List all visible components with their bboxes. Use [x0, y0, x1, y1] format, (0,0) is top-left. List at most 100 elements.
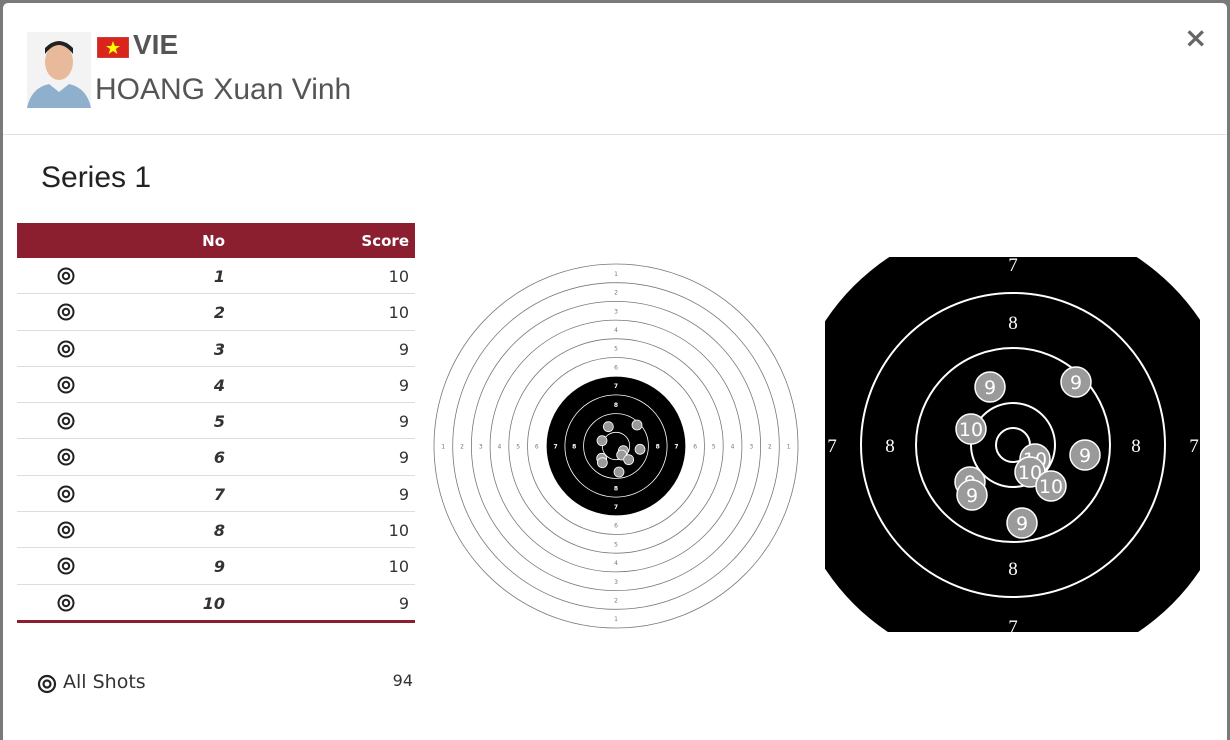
- ring-label: 7: [674, 444, 678, 451]
- target-icon: [37, 674, 57, 694]
- target-icon: [57, 412, 75, 430]
- table-row: 8 10: [17, 512, 415, 549]
- full-target: 1 1 1 1 2 2 2 2 3 3 3 3 4 4 4 4 5 5 5 5 6 6 6 6 7 7 7 7 8 8 8 8: [433, 263, 799, 629]
- icon-ring: [61, 453, 71, 462]
- ring-label: 1: [614, 616, 618, 623]
- shot: [631, 419, 643, 431]
- shot-label: 10: [1018, 462, 1042, 484]
- ring-label: 4: [614, 560, 618, 567]
- icon-ring: [57, 448, 75, 466]
- shot-number: 5: [213, 412, 225, 432]
- shot-score: 9: [398, 339, 409, 359]
- total-value: 94: [392, 671, 413, 690]
- shot-score: 10: [388, 557, 409, 577]
- target-icon: [57, 376, 75, 394]
- ring-label: 8: [572, 444, 576, 451]
- ring: [915, 347, 1111, 543]
- icon-ring: [57, 340, 75, 358]
- column-header: Score: [361, 232, 409, 250]
- ring-label: 3: [479, 444, 483, 451]
- shot-number: 1: [213, 267, 225, 286]
- ring: [583, 413, 649, 479]
- ring-label: 1: [787, 444, 791, 451]
- icon-ring: [57, 303, 75, 321]
- icon-ring: [61, 271, 71, 281]
- shot: [974, 371, 1006, 403]
- ring-label: 7: [614, 504, 618, 511]
- icon-ring: [57, 521, 75, 539]
- icon-ring: [61, 489, 71, 498]
- icon-ring: [57, 594, 75, 612]
- shot-score: 9: [398, 412, 409, 432]
- zoomed-target: 7777888810109999910109: [825, 257, 1200, 632]
- close-button[interactable]: ×: [1184, 21, 1208, 54]
- athlete-name: HOANG Xuan Vinh: [95, 73, 352, 106]
- ring-label: 7: [614, 383, 618, 390]
- shot: [596, 457, 608, 469]
- shot-number: 3: [213, 339, 225, 359]
- ring-label: 7: [553, 444, 557, 451]
- shot-number: 2: [213, 303, 225, 323]
- icon-ring: [61, 525, 71, 535]
- flag: [97, 37, 129, 58]
- ring-label: 5: [614, 541, 618, 548]
- total-label: All Shots: [63, 671, 146, 693]
- ring-label: 5: [516, 444, 520, 451]
- ring-label: 4: [614, 327, 618, 334]
- shot: [613, 466, 625, 478]
- shot: [602, 421, 614, 433]
- target-icon: [57, 521, 75, 539]
- icon-ring: [61, 308, 71, 317]
- ring-label: 3: [749, 444, 753, 451]
- icon-ring: [61, 380, 71, 390]
- shot-label: 9: [1016, 513, 1028, 535]
- column-header: No: [202, 232, 225, 250]
- country-code: VIE: [133, 29, 179, 60]
- target-icon: [57, 267, 75, 285]
- ring-label: 8: [885, 436, 895, 457]
- shot-number: 6: [213, 448, 225, 468]
- shot: [1069, 439, 1101, 471]
- shot-number: 8: [213, 521, 225, 541]
- ring-label: 6: [535, 444, 539, 451]
- ring-label: 2: [614, 597, 618, 604]
- shot-label: 9: [966, 485, 978, 507]
- shot-label: 9: [984, 377, 996, 399]
- ring-label: 2: [614, 290, 618, 297]
- shots-table: No Score 1 10 2 10 3 9 4 9 5 9 6 9 7 9 8 10 9 10 10 9: [17, 223, 415, 623]
- shot-score: 9: [398, 593, 409, 613]
- athlete-photo: [27, 32, 91, 108]
- shot-score: 9: [398, 448, 409, 468]
- ring-label: 8: [614, 402, 618, 409]
- shot: [1035, 470, 1067, 502]
- ring-label: 7: [827, 436, 837, 457]
- ring-label: 8: [1008, 559, 1018, 580]
- shot: [1006, 507, 1038, 539]
- shot: [596, 435, 608, 447]
- ring: [860, 292, 1166, 598]
- ring: [825, 257, 1200, 632]
- series-title: Series 1: [41, 161, 152, 194]
- ring-label: 2: [460, 444, 464, 451]
- shot-label: 9: [1070, 372, 1082, 394]
- table-row: 2 10: [17, 294, 415, 331]
- target-icon: [57, 448, 75, 466]
- ring-label: 5: [614, 346, 618, 353]
- shot-score: 10: [388, 267, 409, 286]
- ring-label: 7: [1008, 257, 1018, 276]
- shot: [634, 443, 646, 455]
- ring: [564, 394, 668, 498]
- ring-label: 5: [712, 444, 716, 451]
- table-row: 10 9: [17, 585, 415, 623]
- shot: [1060, 366, 1092, 398]
- icon-ring: [61, 562, 71, 571]
- header: VIE HOANG Xuan Vinh ×: [3, 3, 1227, 135]
- icon-ring: [57, 557, 75, 575]
- icon-ring: [57, 376, 75, 394]
